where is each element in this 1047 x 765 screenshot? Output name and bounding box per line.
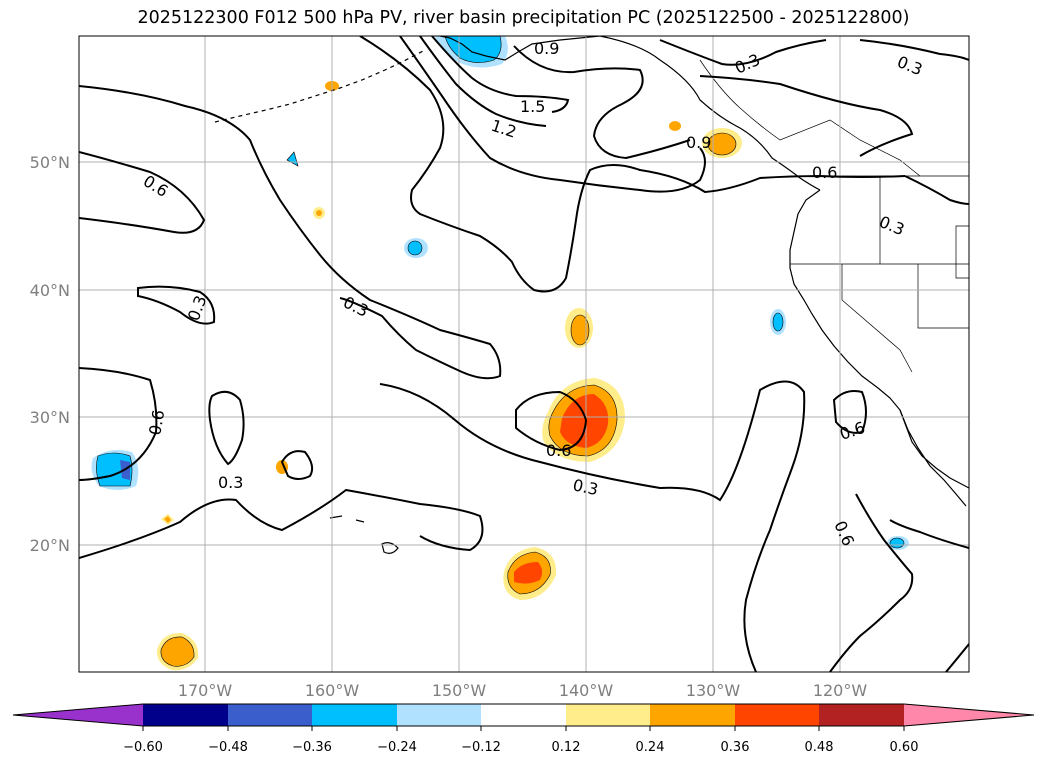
shade-pos-small-west-core bbox=[164, 516, 171, 523]
pv-contour-0.3-upper-right-2 bbox=[699, 75, 914, 157]
pv-contour-0.3-small-1 bbox=[208, 390, 245, 466]
pv-contour-0.3-small-2 bbox=[280, 450, 314, 480]
shade-pos-alaska-coast bbox=[669, 121, 681, 131]
shade-neg-mexico-core bbox=[889, 537, 905, 549]
pv-contour-0.3-upper-left-ridge bbox=[859, 39, 969, 61]
pv-contour-0.3-south bbox=[79, 488, 484, 559]
pv-contour-0.6-southeast bbox=[829, 493, 914, 672]
pv-contour-1.2 bbox=[419, 36, 547, 127]
colorbar-segment bbox=[819, 704, 904, 726]
colorbar-tick-label: −0.48 bbox=[208, 740, 248, 755]
pv-contour-0.9 bbox=[399, 36, 706, 193]
pv-contour-0.3-main bbox=[79, 85, 502, 380]
coastlines bbox=[214, 36, 969, 554]
lon-label: 120°W bbox=[813, 681, 868, 700]
colorbar-tick-label: −0.24 bbox=[377, 740, 417, 755]
colorbar-segment bbox=[397, 704, 481, 726]
pv-contour-0.9-upper bbox=[513, 45, 691, 160]
pv-contour-0.3-loop bbox=[379, 380, 806, 672]
colorbar-tick-label: −0.12 bbox=[461, 740, 501, 755]
pv-contour-0.3-upper-right bbox=[659, 39, 827, 66]
colorbar-right-extension bbox=[904, 704, 1034, 726]
shade-pos-bottom-core bbox=[160, 636, 195, 667]
shade-neg-coast-core bbox=[772, 312, 784, 332]
lat-label: 20°N bbox=[30, 536, 70, 555]
gridlines bbox=[79, 36, 969, 672]
pv-contour-0.3-ne bbox=[904, 175, 969, 205]
contour-label: 0.6 bbox=[145, 408, 168, 436]
pv-contour-0.6-west-2 bbox=[79, 367, 158, 481]
colorbar-tick-labels: −0.60 −0.48 −0.36 −0.24 −0.12 0.12 0.24 … bbox=[123, 740, 918, 755]
colorbar-tick-label: 0.36 bbox=[721, 740, 750, 755]
lon-label: 140°W bbox=[559, 681, 614, 700]
hawaii-2 bbox=[355, 519, 365, 523]
pv-contour-0.6-loop bbox=[515, 390, 588, 452]
contour-label: 0.3 bbox=[571, 475, 600, 499]
alaska-canada-border bbox=[699, 59, 921, 177]
map-plot-area: 0.9 1.5 1.2 0.3 0.3 0.9 0.6 0.6 0.3 0.3 … bbox=[79, 36, 969, 672]
colorbar-tick-label: 0.24 bbox=[636, 740, 665, 755]
lat-label: 50°N bbox=[30, 153, 70, 172]
contour-label: 1.5 bbox=[520, 97, 545, 116]
shade-pos-main-inner bbox=[560, 394, 609, 448]
shade-pos-dot-1-core bbox=[316, 210, 322, 216]
alaska-panhandle bbox=[599, 36, 821, 191]
pv-contour-0.3-west-loop bbox=[137, 285, 216, 325]
map-frame bbox=[78, 35, 970, 673]
longitude-labels: 170°W 160°W 150°W 140°W 130°W 120°W bbox=[178, 681, 868, 700]
state-border-5 bbox=[955, 225, 969, 279]
colorbar-tick-label: 0.60 bbox=[890, 740, 919, 755]
colorbar-ticks bbox=[142, 726, 905, 731]
shade-pos-bc-core bbox=[707, 132, 737, 156]
colorbar-tick-label: 0.48 bbox=[805, 740, 834, 755]
colorbar-tick-label: 0.12 bbox=[552, 740, 581, 755]
colorbar-tick-label: −0.60 bbox=[123, 740, 163, 755]
contour-label: 0.6 bbox=[546, 441, 571, 460]
lon-label: 130°W bbox=[686, 681, 741, 700]
contour-label: 0.9 bbox=[686, 133, 711, 152]
alaska-coastline bbox=[439, 36, 601, 61]
pv-contour-0.6-west bbox=[79, 151, 206, 234]
pv-contours bbox=[79, 36, 969, 672]
colorbar-segment bbox=[735, 704, 819, 726]
lat-label: 30°N bbox=[30, 408, 70, 427]
shade-pos-mid-1-core bbox=[570, 314, 590, 346]
lon-label: 170°W bbox=[178, 681, 233, 700]
state-border-4 bbox=[841, 264, 913, 373]
pv-contour-1.5 bbox=[431, 36, 570, 113]
pv-contour-0.6-south-right bbox=[889, 519, 969, 549]
colorbar-segment bbox=[650, 704, 735, 726]
lon-label: 160°W bbox=[305, 681, 360, 700]
colorbar-left-extension bbox=[13, 704, 143, 726]
pv-contour-0.6-east bbox=[832, 390, 867, 434]
colorbar-segment bbox=[481, 704, 566, 726]
pv-contour-0.6-jet bbox=[359, 36, 906, 293]
lat-label: 40°N bbox=[30, 281, 70, 300]
shade-neg-small-2-core bbox=[407, 240, 423, 256]
colorbar-tick-label: −0.36 bbox=[292, 740, 332, 755]
colorbar: −0.60 −0.48 −0.36 −0.24 −0.12 0.12 0.24 … bbox=[12, 703, 1035, 755]
aleutian-chain bbox=[214, 49, 426, 123]
map-title: 2025122300 F012 500 hPa PV, river basin … bbox=[137, 8, 910, 28]
us-west-coast bbox=[789, 189, 969, 489]
colorbar-segment bbox=[566, 704, 650, 726]
shade-pos-south-inner bbox=[514, 562, 543, 584]
state-border-3 bbox=[917, 264, 969, 329]
colorbar-segment bbox=[143, 704, 228, 726]
baja-peninsula bbox=[899, 409, 967, 507]
lon-label: 150°W bbox=[432, 681, 487, 700]
latitude-labels: 50°N 40°N 30°N 20°N bbox=[30, 153, 70, 555]
colorbar-segment bbox=[228, 704, 312, 726]
pv-contour-0.6-bottom bbox=[945, 643, 969, 672]
contour-label: 0.9 bbox=[534, 39, 559, 58]
contour-label: 0.6 bbox=[812, 163, 837, 182]
contour-label: 0.3 bbox=[218, 473, 243, 492]
colorbar-segment bbox=[312, 704, 397, 726]
hawaii-3 bbox=[381, 542, 399, 554]
